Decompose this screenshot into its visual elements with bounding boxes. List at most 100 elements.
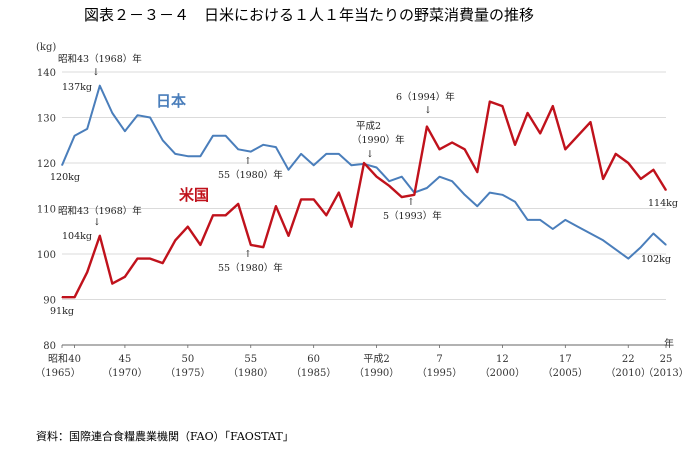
data-point [149, 116, 151, 119]
series-label-japan: 日本 [156, 92, 186, 110]
data-point [187, 155, 189, 157]
data-point [552, 105, 554, 107]
annotation-jp-1993: 5（1993）年 [383, 210, 442, 222]
y-tick-label: 120 [37, 159, 56, 170]
x-tick-label: 7 [436, 354, 442, 365]
data-point [438, 148, 441, 150]
data-point [577, 135, 579, 137]
data-point [350, 164, 353, 166]
data-point [174, 153, 176, 155]
data-point [426, 126, 428, 128]
x-tick-label: 平成2 [363, 353, 389, 365]
annotation-us-1994: 6（1994）年 [396, 91, 455, 103]
data-point [401, 176, 403, 178]
x-tick-sublabel: （1975） [165, 367, 210, 379]
x-tick-sublabel: （1995） [417, 367, 462, 379]
data-point [199, 155, 202, 157]
x-axis-label: 年 [664, 337, 674, 350]
data-point [124, 130, 126, 132]
annotation-1990-line1: 平成2 [356, 120, 381, 132]
data-point [514, 144, 516, 146]
annotation-us-1980-arrow: ↑ [244, 249, 252, 260]
data-point [224, 214, 227, 216]
x-tick-label: 50 [181, 354, 194, 365]
series-group [61, 84, 668, 299]
data-point [124, 276, 126, 278]
x-tick-sublabel: （2010） [606, 367, 651, 379]
data-point [413, 194, 415, 196]
annotation-us-1968: 昭和43（1968）年 [58, 205, 142, 217]
annotation-us-1980: 55（1980）年 [218, 262, 283, 274]
data-point [652, 232, 655, 235]
data-point [514, 201, 516, 203]
data-point [162, 139, 164, 141]
data-point [300, 198, 302, 200]
chart-title: 図表２－３－４ 日米における１人１年当たりの野菜消費量の推移 [84, 6, 534, 24]
data-point [627, 257, 629, 260]
data-point [388, 180, 390, 182]
data-point [313, 198, 315, 200]
annotation-jp-1968: 昭和43（1968）年 [58, 53, 142, 65]
x-axis-ticks: 昭和 （1965） 40 45 （1970） 50 （1975） 55 （1980） 60 （198… [35, 345, 689, 379]
data-point [615, 248, 617, 251]
data-point [187, 226, 189, 228]
data-point [627, 162, 629, 164]
data-point [212, 135, 214, 137]
grid-lines [62, 71, 666, 346]
annotation-jp-1968-arrow: ↓ [92, 67, 100, 78]
x-tick-sublabel: （1980） [228, 367, 273, 379]
annotation-jp-102kg: 102kg [641, 254, 671, 265]
data-point [313, 164, 315, 166]
data-point [539, 219, 541, 221]
annotation-us-104kg: 104kg [62, 231, 92, 242]
x-tick-label: 40 [68, 354, 81, 365]
data-point [199, 244, 202, 246]
x-tick-label: 60 [307, 354, 320, 365]
x-tick-sublabel: （2005） [543, 367, 588, 379]
x-tick-label: 45 [119, 354, 132, 365]
data-point [388, 185, 390, 187]
data-point [564, 219, 566, 221]
y-tick-label: 140 [37, 68, 56, 79]
data-point [224, 135, 227, 137]
data-point [501, 194, 504, 196]
data-point [162, 262, 164, 264]
data-point [338, 191, 340, 194]
data-point [338, 153, 340, 155]
series-line-0 [61, 84, 667, 260]
data-point [300, 153, 302, 155]
data-point [111, 112, 113, 114]
data-point [602, 178, 604, 180]
y-tick-label: 110 [37, 205, 56, 216]
x-tick-sublabel: （2013） [643, 367, 688, 379]
data-point [489, 100, 491, 103]
x-tick-sublabel: （1990） [354, 367, 399, 379]
data-point [99, 85, 101, 87]
data-point [426, 187, 428, 189]
data-point [375, 176, 378, 178]
data-point [401, 196, 403, 198]
y-axis-ticks: 80 90 100 110 120 130 140 [37, 68, 56, 352]
data-point [149, 257, 151, 260]
data-point [652, 169, 655, 171]
data-point [665, 244, 667, 246]
annotation-1990-arrow: ↓ [366, 149, 374, 160]
y-tick-label: 130 [37, 114, 56, 125]
data-point [464, 194, 466, 196]
data-point [136, 257, 139, 260]
x-tick-sublabel: （2000） [480, 367, 525, 379]
data-point [589, 232, 592, 235]
data-point [262, 144, 264, 146]
data-point [539, 132, 541, 135]
data-point [287, 169, 290, 171]
annotation-jp-1980: 55（1980）年 [218, 169, 283, 181]
x-tick-label: 17 [559, 354, 572, 365]
data-point [250, 151, 252, 153]
data-point [86, 128, 88, 130]
data-point [111, 282, 113, 285]
x-tick-sublabel: （1985） [291, 367, 336, 379]
data-point [287, 235, 290, 237]
data-point [552, 228, 554, 230]
data-point [526, 219, 529, 221]
data-point [438, 176, 441, 178]
